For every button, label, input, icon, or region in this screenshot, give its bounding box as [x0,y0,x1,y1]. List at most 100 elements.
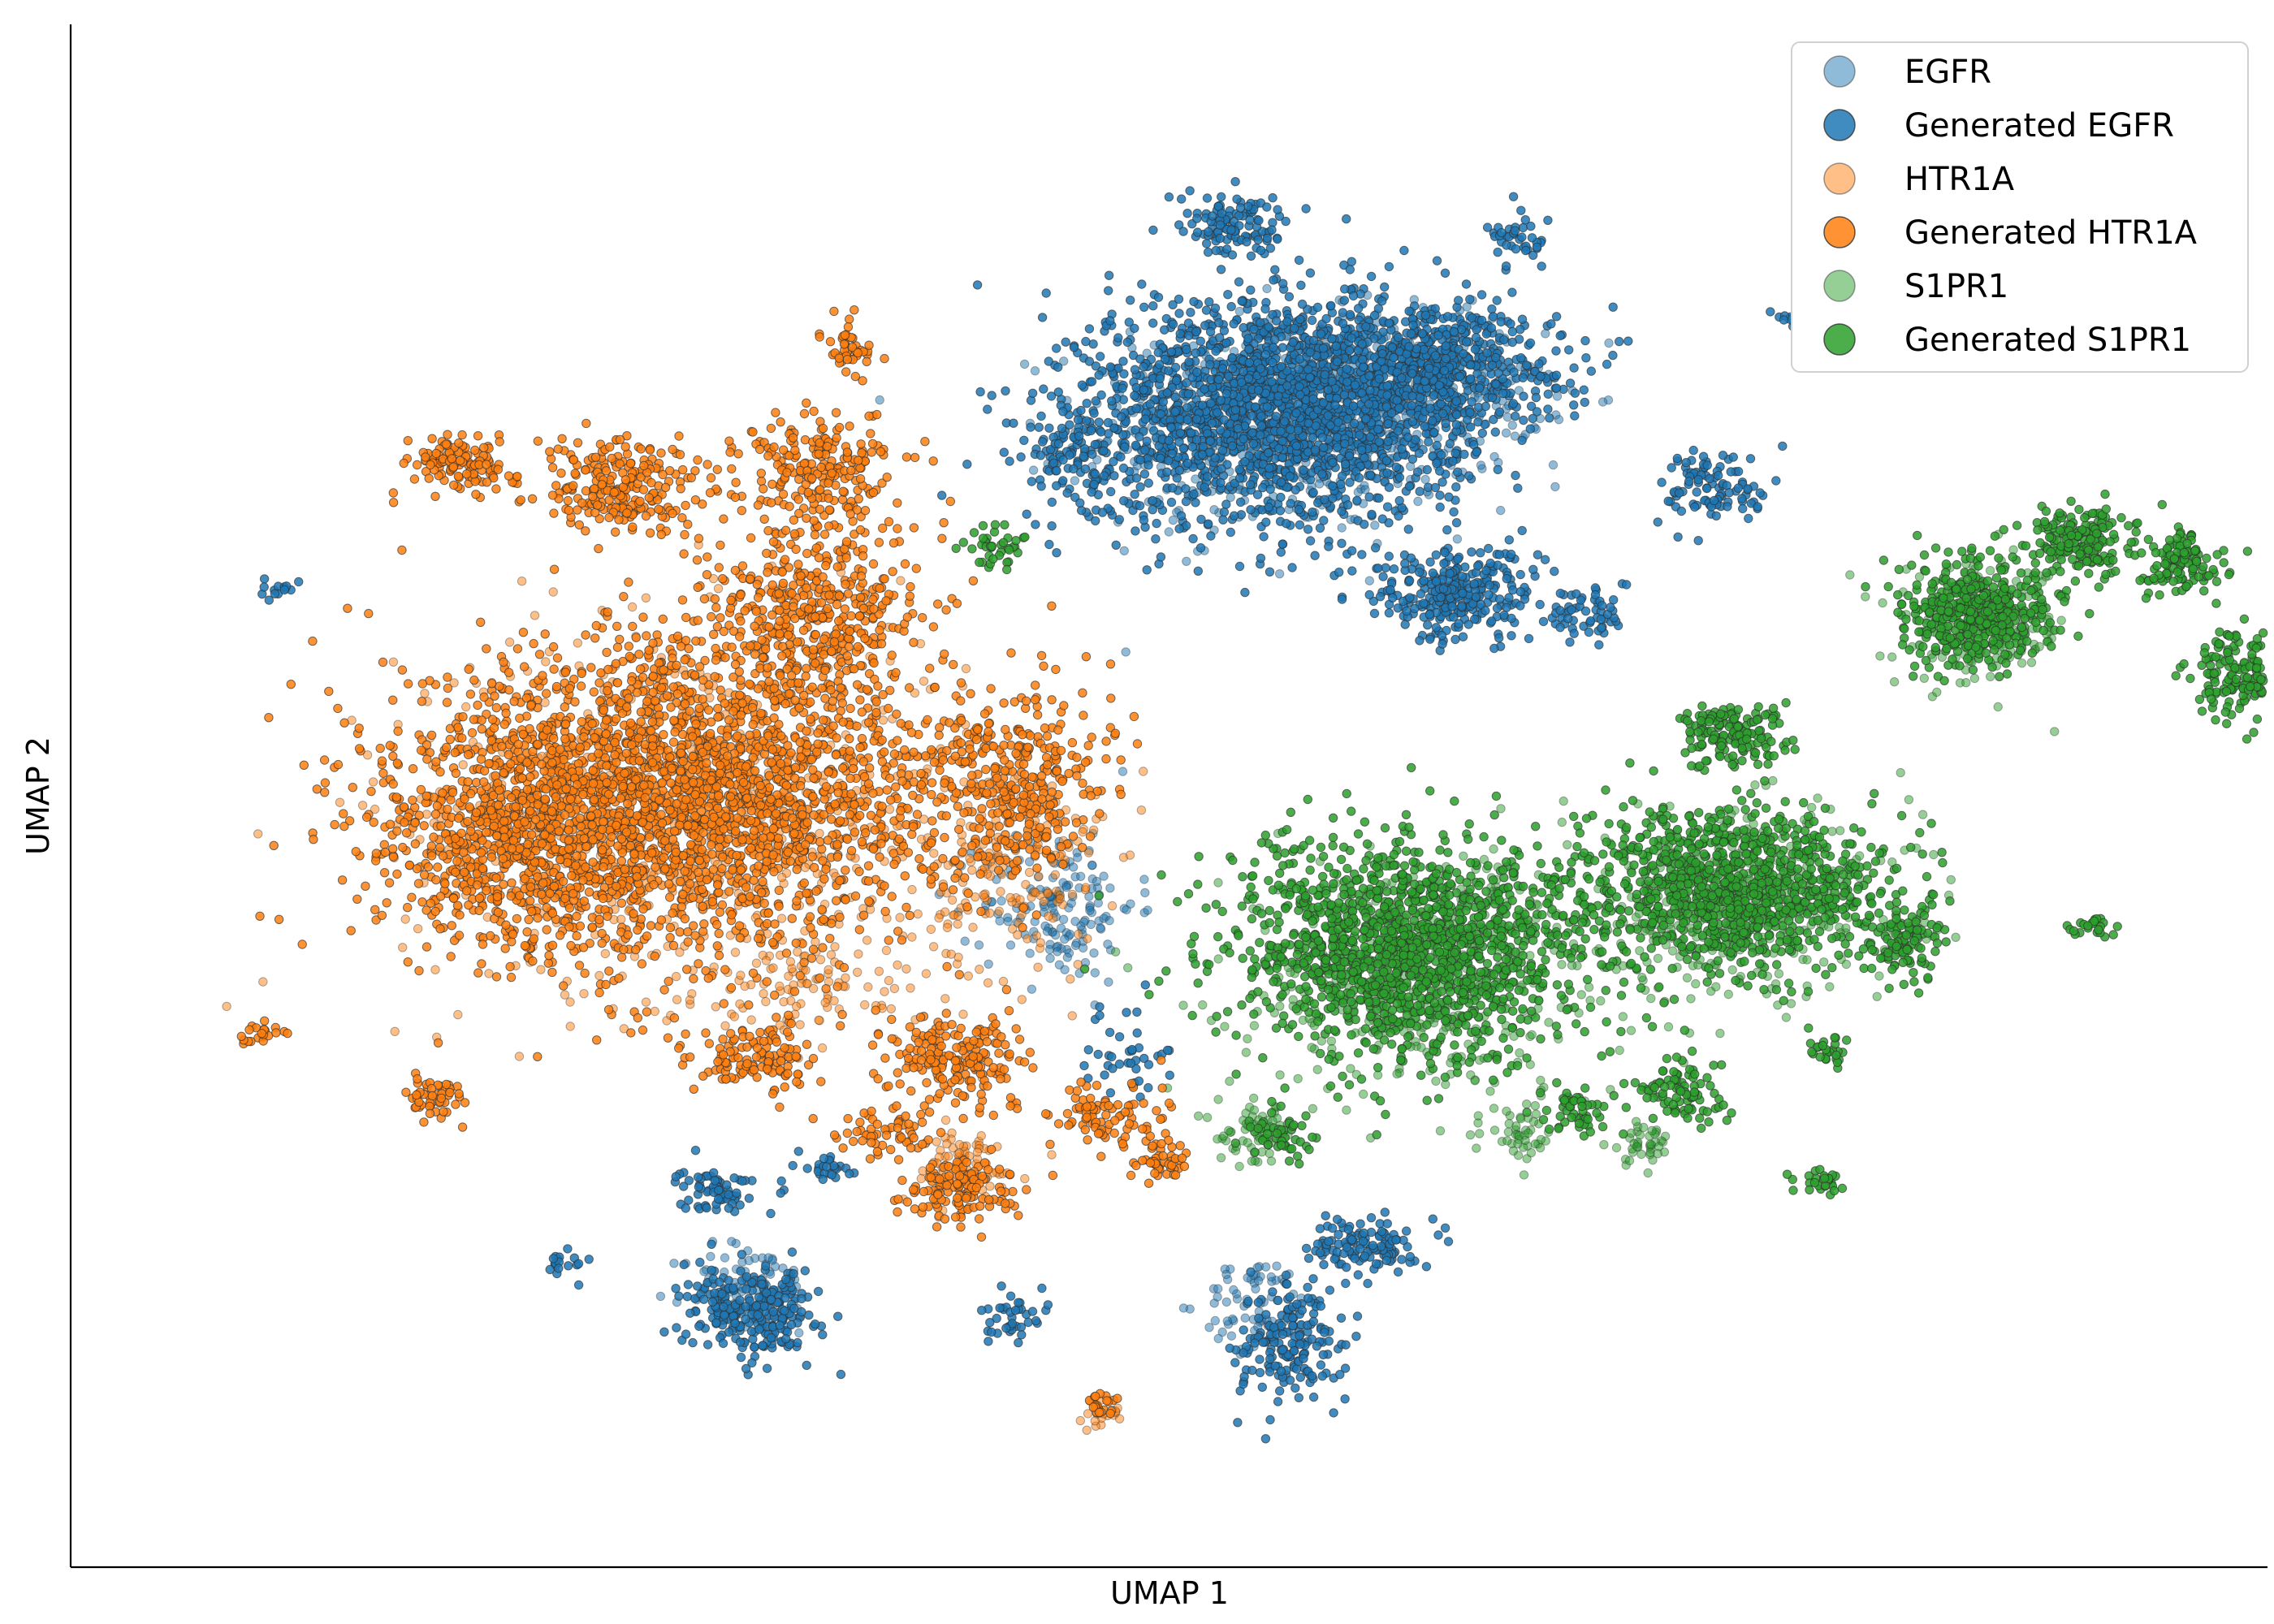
scatter-point [1369,608,1380,619]
scatter-point [1130,323,1139,333]
scatter-point [1013,930,1022,940]
scatter-point [1451,482,1461,492]
scatter-point [994,906,1005,916]
scatter-point [1039,384,1048,394]
scatter-point [1174,294,1184,304]
scatter-point [258,977,268,987]
scatter-point [1077,380,1087,390]
scatter-point [926,924,936,935]
scatter-point [1137,279,1147,289]
scatter-point [1475,1055,1485,1065]
scatter-point [1096,390,1106,400]
scatter-point [1213,374,1224,385]
scatter-point [1501,428,1511,438]
scatter-point [1337,523,1347,533]
scatter-point [1142,436,1152,446]
scatter-point [1090,968,1100,978]
scatter-point [579,989,589,999]
scatter-point [1217,464,1226,473]
scatter-point [1691,978,1701,989]
scatter-point [1041,288,1051,298]
scatter-point [830,942,840,952]
scatter-point [1005,892,1015,903]
scatter-point [1027,477,1037,486]
scatter-point [398,943,408,952]
scatter-point [824,965,833,975]
scatter-point [942,1139,952,1149]
scatter-point [815,828,824,839]
scatter-point [1139,362,1148,372]
scatter-point [1118,356,1128,366]
scatter-point [1548,460,1559,470]
scatter-point [1107,901,1118,911]
scatter-point [860,1000,870,1010]
scatter-point [1260,304,1270,314]
scatter-point [1182,378,1191,388]
scatter-point [1221,389,1232,399]
scatter-point [650,1006,659,1017]
scatter-point [1031,888,1040,898]
scatter-point [1206,531,1216,541]
scatter-point [946,949,957,959]
scatter-point [1430,482,1441,493]
scatter-point [1233,424,1243,434]
scatter-point [1044,423,1054,433]
scatter-point [976,1131,987,1141]
scatter-point [963,971,974,981]
scatter-point [1223,290,1233,300]
scatter-point [1391,462,1402,472]
scatter-point [517,577,527,586]
scatter-point [784,971,793,981]
scatter-point [1090,1416,1100,1426]
scatter-point [1186,308,1195,317]
scatter-point [1050,870,1061,880]
scatter-point [1265,463,1274,473]
scatter-point [1070,917,1080,926]
scatter-point [1993,702,2003,712]
scatter-point [1294,504,1304,515]
scatter-point [1151,534,1161,544]
scatter-point [1294,255,1304,266]
scatter-point [1265,1148,1274,1159]
scatter-point [1382,502,1393,512]
scatter-point [2056,615,2066,625]
scatter-point [1084,324,1095,334]
scatter-point [2017,658,2027,668]
scatter-point [1037,313,1048,322]
scatter-point [1334,568,1344,577]
scatter-point [1227,353,1237,363]
scatter-point [1307,315,1317,326]
scatter-point [1001,386,1010,396]
scatter-point [484,969,494,978]
scatter-point [972,1147,983,1157]
scatter-point [1515,1048,1524,1058]
scatter-point [1069,343,1079,352]
scatter-point [1073,853,1083,862]
scatter-point [1345,309,1355,320]
scatter-point [1295,354,1304,364]
scatter-point [1104,286,1113,296]
scatter-point [453,1009,463,1020]
scatter-point [1216,477,1226,488]
scatter-point [1035,938,1046,948]
scatter-point [1143,460,1153,470]
scatter-point [1337,471,1347,481]
scatter-point [1136,806,1147,815]
scatter-point [1220,1021,1230,1031]
scatter-point [1164,527,1174,537]
scatter-point [1105,316,1115,326]
scatter-point [1986,672,1995,681]
scatter-point [1437,477,1447,487]
scatter-point [1197,400,1208,410]
scatter-point [1535,1142,1546,1153]
scatter-point [1342,214,1351,224]
scatter-point [1174,524,1184,533]
scatter-point [1272,1261,1282,1271]
scatter-point [1211,346,1221,356]
scatter-point [1294,365,1304,374]
scatter-point [1118,767,1128,776]
scatter-point [889,983,900,994]
scatter-point [1442,525,1452,535]
scatter-point [1052,548,1061,558]
scatter-point [1872,991,1882,1002]
